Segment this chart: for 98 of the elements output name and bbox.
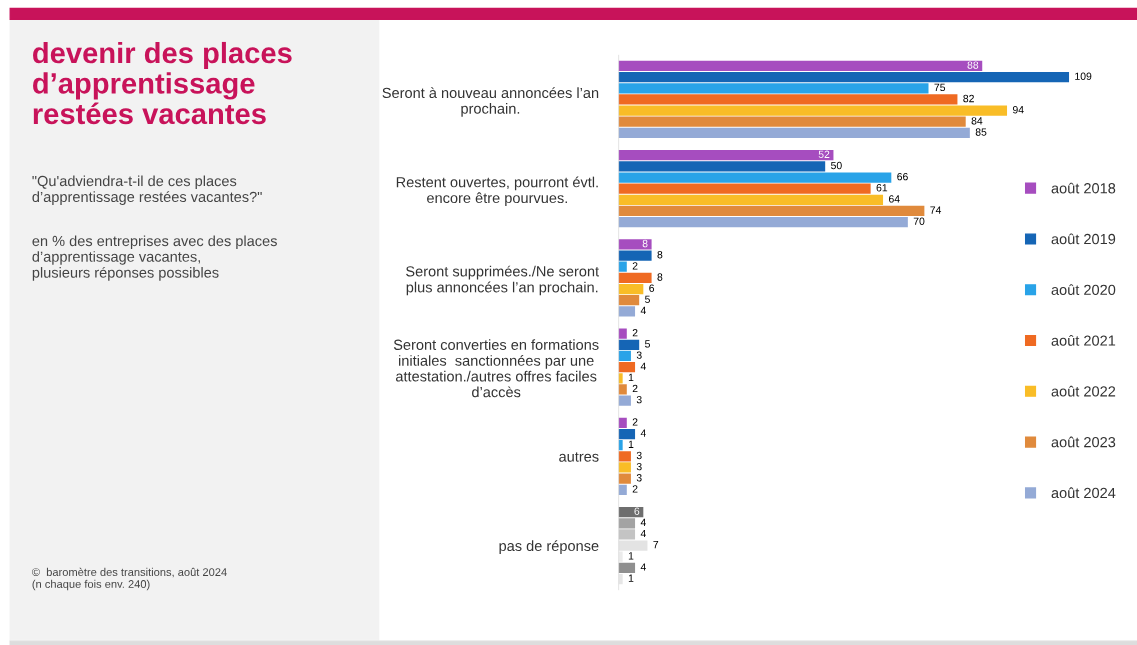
data-label: 5 [645,295,650,303]
bar [618,339,640,350]
bar [618,194,884,205]
y-tick-label: Restent ouvertes, pourront évtl. encore être pourvues. [396,176,598,206]
data-label: 3 [636,451,642,460]
bar [618,462,631,473]
data-label: 2 [632,418,638,426]
data-label: 3 [636,395,642,404]
bar [618,473,631,484]
bar [618,529,636,540]
bar [618,150,834,161]
y-tick-label: Seront à nouveau annoncées l’an prochain. [382,87,599,117]
data-label: 70 [913,217,925,225]
data-label: 7 [653,541,659,549]
bar [618,395,631,406]
legend-label: août 2022 [1051,385,1116,397]
bar [618,283,644,295]
data-label: 1 [628,440,634,448]
y-tick-label: Seront converties en formations initiales sanctionnées par une attestation./autres offres faciles d’accès [393,339,599,398]
legend-label: août 2024 [1051,487,1116,499]
data-label: 1 [628,373,634,381]
bar [618,451,631,462]
bar [618,350,631,362]
data-label: 1 [628,552,634,560]
data-label: 84 [971,117,983,125]
bar [618,361,636,373]
data-label: 82 [963,94,974,103]
bar [618,417,627,429]
bar [618,562,636,573]
text: en % des entreprises avec des places d’apprentissage vacantes, plusieurs réponses possibles [32,235,277,281]
data-label: 2 [632,262,638,270]
data-label: 4 [640,529,646,538]
data-label: 4 [640,563,646,571]
bar [618,183,871,194]
data-label: 61 [876,184,888,192]
legend-label: août 2023 [1051,436,1116,448]
data-label: 64 [888,195,900,203]
y-tick-label: pas de réponse [499,540,599,554]
legend-label: août 2021 [1051,335,1116,346]
bar [618,161,826,172]
y-tick-label: autres [559,452,599,462]
bar [618,83,929,94]
bar [618,205,925,217]
data-label: 4 [640,362,646,370]
data-label: 50 [831,161,842,170]
data-label: 5 [645,340,650,348]
bar [618,250,652,261]
legend-label: août 2019 [1051,233,1116,245]
data-label: 66 [897,172,908,181]
legend-label: août 2018 [1051,182,1116,194]
bar [618,484,627,495]
data-label: 88 [967,61,979,69]
bar [618,306,636,317]
legend-label: août 2020 [1051,284,1116,295]
data-label: 8 [657,251,663,259]
data-label: 4 [640,306,646,315]
bar [618,272,652,284]
data-label: 109 [1075,72,1092,80]
text: "Qu'adviendra-t-il de ces places d’apprentissage restées vacantes?" [32,175,262,205]
bar [618,105,1008,116]
data-label: 6 [649,284,655,292]
data-label: 2 [632,485,638,493]
bar [618,384,627,395]
data-label: 75 [934,83,946,92]
bar [618,261,627,272]
data-label: 2 [632,329,638,337]
text: © baromètre des transitions, août 2024 (n chaque fois env. 240) [32,567,227,591]
bar [618,518,636,529]
bar [618,72,1070,83]
bar [618,60,983,72]
bar [618,295,640,306]
data-label: 85 [975,128,987,136]
data-label: 94 [1012,106,1024,114]
data-label: 4 [640,429,646,437]
data-label: 3 [636,351,642,359]
data-label: 3 [636,474,642,482]
data-label: 8 [642,239,648,248]
bar [618,328,627,339]
bar [618,127,970,139]
data-label: 6 [634,507,640,515]
bar [618,172,892,183]
data-label: 1 [628,574,634,582]
bar [618,440,623,451]
bar [618,116,966,127]
data-label: 52 [818,150,830,158]
data-label: 8 [657,273,663,281]
y-tick-label: Seront supprimées./Ne seront plus annoncées l’an prochain. [406,265,599,296]
data-label: 74 [930,206,942,214]
data-label: 3 [636,462,642,471]
bar [618,428,636,440]
data-label: 2 [632,384,638,393]
bar [618,216,908,228]
bar [618,573,623,585]
bar [618,94,958,105]
text: devenir des places d’apprentissage restées vacantes [33,41,292,125]
bar [618,373,623,384]
data-label: 4 [640,518,646,526]
bar [618,239,652,250]
